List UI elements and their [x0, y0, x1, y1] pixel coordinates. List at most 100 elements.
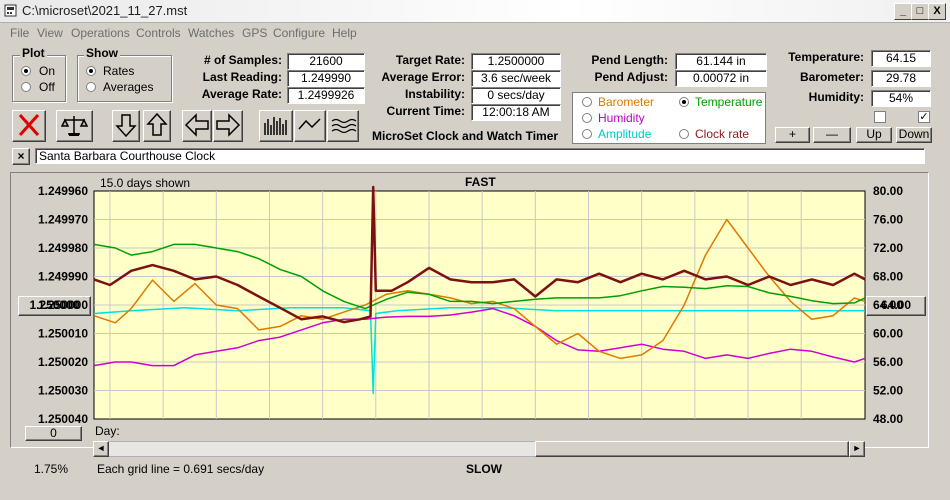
plot-group-title: Plot [20, 46, 47, 60]
y-left-tick-label: 1.250030 [38, 384, 88, 398]
scale-minus-button[interactable]: — [813, 127, 851, 143]
day-axis-label: Day: [95, 424, 120, 438]
menu-file[interactable]: File [10, 26, 30, 40]
show-group [77, 55, 172, 102]
target-rate-label: Target Rate: [395, 53, 465, 67]
minimize-button[interactable]: _ [894, 3, 912, 20]
y-left-tick-label: 1.249960 [38, 185, 88, 198]
histogram-button[interactable] [259, 110, 293, 142]
clear-button[interactable] [12, 110, 46, 142]
y-right-tick-label: 52.00 [873, 384, 903, 398]
clock-rate-radio[interactable] [679, 129, 689, 139]
series-line-clock-rate [93, 185, 866, 324]
plot-off-radio[interactable] [21, 82, 31, 92]
clock-name-field[interactable]: Santa Barbara Courthouse Clock [35, 148, 925, 164]
arrow-up-button[interactable] [143, 110, 171, 142]
option-checkbox-2[interactable]: ✓ [918, 111, 930, 123]
close-clock-button[interactable]: × [12, 148, 30, 165]
menu-gps[interactable]: GPS [242, 26, 268, 40]
y-right-tick-label: 48.00 [873, 412, 903, 425]
y-left-tick-label: 1.250040 [38, 412, 88, 425]
histogram-icon [264, 117, 287, 135]
arrow-down-button[interactable] [112, 110, 140, 142]
menu-controls[interactable]: Controls [136, 26, 181, 40]
x-tick-label: 20 [444, 424, 458, 425]
target-rate-field[interactable]: 1.2500000 [471, 53, 561, 70]
scroll-thumb[interactable] [535, 441, 849, 457]
grid-note-label: Each grid line = 0.691 secs/day [97, 462, 265, 476]
average-rate-field: 1.2499926 [287, 87, 365, 104]
samples-field: 21600 [287, 53, 365, 70]
temperature-option-label: Temperature [695, 95, 763, 109]
arrow-right-icon [216, 113, 241, 137]
x-tick-label: 14 [125, 424, 139, 425]
option-checkbox-1[interactable] [874, 111, 886, 123]
barometer-radio[interactable] [582, 97, 592, 107]
current-time-field: 12:00:18 AM [471, 104, 561, 121]
x-tick-label: 17 [285, 424, 299, 425]
amplitude-radio[interactable] [582, 129, 592, 139]
show-averages-radio[interactable] [86, 82, 96, 92]
scale-down-button[interactable]: Down [896, 127, 932, 143]
x-tick-label: 25 [710, 424, 724, 425]
balance-button[interactable] [56, 110, 93, 142]
app-name-label: MicroSet Clock and Watch Timer [372, 129, 559, 143]
last-reading-label: Last Reading: [202, 70, 282, 84]
y-left-tick-label: 1.250020 [38, 355, 88, 369]
window-title: C:\microset\2021_11_27.mst [22, 3, 188, 18]
plot-off-label: Off [39, 80, 55, 94]
scale-plus-button[interactable]: + [775, 127, 810, 143]
average-rate-label: Average Rate: [201, 87, 282, 101]
center-aux-button[interactable]: 64.00 [866, 296, 926, 316]
waveform-icon [331, 118, 357, 134]
average-error-field: 3.6 sec/week [471, 70, 561, 87]
series-line-amplitude [93, 307, 865, 395]
humidity-radio[interactable] [582, 113, 592, 123]
close-button[interactable]: X [928, 3, 946, 20]
scroll-left-button[interactable]: ◄ [93, 441, 109, 457]
days-shown-label: 15.0 days shown [100, 176, 191, 190]
barometer-option-label: Barometer [598, 95, 655, 109]
waveform-button[interactable] [327, 110, 359, 142]
center-rate-button[interactable]: 1.250000 [18, 296, 91, 316]
menu-configure[interactable]: Configure [273, 26, 326, 40]
temperature-radio[interactable] [679, 97, 689, 107]
humidity-field: 54% [871, 90, 931, 107]
x-tick-label: 26 [763, 424, 777, 425]
plot-on-radio[interactable] [21, 66, 31, 76]
scale-up-button[interactable]: Up [856, 127, 892, 143]
humidity-label: Humidity: [808, 90, 864, 104]
x-tick-label: 23 [604, 424, 618, 425]
series-line-temperature [93, 243, 866, 310]
line-graph-button[interactable] [294, 110, 326, 142]
x-tick-label: 15 [178, 424, 192, 425]
y-right-tick-label: 80.00 [873, 185, 903, 198]
menu-watches[interactable]: Watches [188, 26, 235, 40]
maximize-button[interactable]: □ [911, 3, 929, 20]
x-tick-label: 22 [551, 424, 565, 425]
arrow-right-button[interactable] [213, 110, 243, 142]
scroll-right-button[interactable]: ► [849, 441, 865, 457]
x-tick-label: 21 [497, 424, 511, 425]
y-right-tick-label: 68.00 [873, 270, 903, 284]
last-reading-field: 1.249990 [287, 70, 365, 87]
instability-field: 0 secs/day [471, 87, 561, 104]
offset-button[interactable]: 0 [25, 426, 82, 441]
x-tick-label: 24 [657, 424, 671, 425]
menu-help[interactable]: Help [332, 26, 357, 40]
y-left-tick-label: 1.250000 [38, 298, 88, 312]
fast-label: FAST [465, 175, 496, 189]
y-right-tick-label: 60.00 [873, 327, 903, 341]
y-right-tick-label: 72.00 [873, 241, 903, 255]
slow-label: SLOW [466, 462, 502, 476]
menu-operations[interactable]: Operations [71, 26, 130, 40]
amplitude-option-label: Amplitude [598, 127, 652, 141]
menu-view[interactable]: View [37, 26, 63, 40]
show-rates-radio[interactable] [86, 66, 96, 76]
pend-adjust-label: Pend Adjust: [594, 70, 668, 84]
instability-label: Instability: [404, 87, 465, 101]
average-error-label: Average Error: [381, 70, 465, 84]
temperature-field: 64.15 [871, 50, 931, 67]
pend-length-field[interactable]: 61.144 in [675, 53, 767, 70]
arrow-left-button[interactable] [182, 110, 212, 142]
